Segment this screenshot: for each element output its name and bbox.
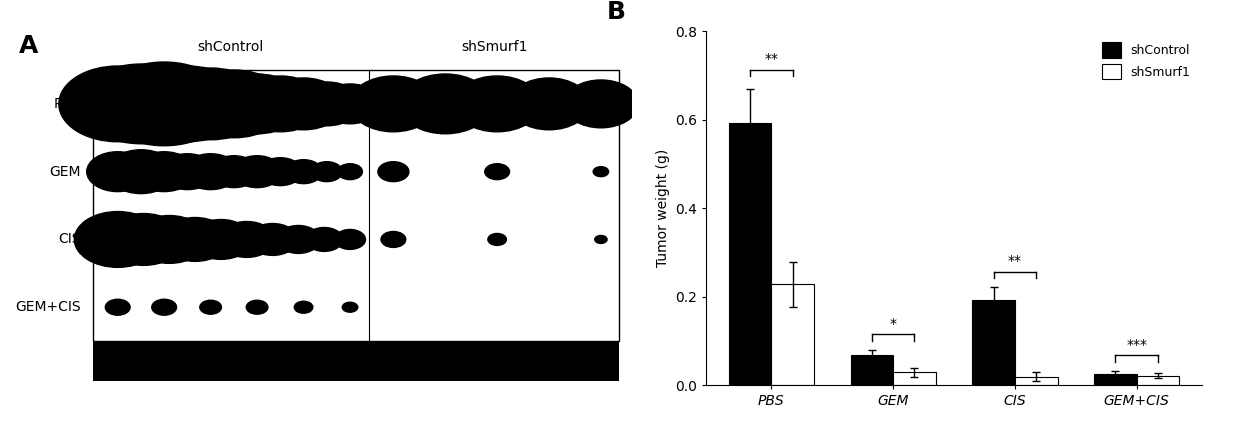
Y-axis label: Tumor weight (g): Tumor weight (g) <box>655 149 669 267</box>
Circle shape <box>99 62 229 146</box>
Circle shape <box>59 66 176 142</box>
Circle shape <box>209 156 259 188</box>
Text: shSmurf1: shSmurf1 <box>461 40 528 54</box>
Circle shape <box>105 299 130 315</box>
Circle shape <box>484 164 509 180</box>
Circle shape <box>160 154 216 190</box>
Circle shape <box>337 164 362 180</box>
Circle shape <box>509 78 590 130</box>
Circle shape <box>129 66 247 142</box>
Circle shape <box>232 156 281 188</box>
Text: B: B <box>607 0 626 24</box>
Circle shape <box>453 76 540 132</box>
Bar <box>850 355 893 385</box>
Bar <box>973 300 1015 385</box>
Circle shape <box>190 219 252 259</box>
Circle shape <box>335 229 366 249</box>
Circle shape <box>133 215 207 263</box>
Bar <box>893 372 935 385</box>
Text: **: ** <box>764 52 778 66</box>
Circle shape <box>79 64 203 144</box>
Text: GEM+CIS: GEM+CIS <box>15 300 81 314</box>
Bar <box>1015 377 1058 385</box>
Bar <box>93 341 619 381</box>
Circle shape <box>74 211 161 267</box>
Text: CIS: CIS <box>58 233 81 246</box>
Circle shape <box>155 68 266 140</box>
Circle shape <box>285 159 322 183</box>
Circle shape <box>263 78 343 130</box>
Circle shape <box>248 223 297 255</box>
Circle shape <box>181 70 286 138</box>
Circle shape <box>593 167 608 177</box>
Circle shape <box>342 302 358 312</box>
Text: ***: *** <box>1126 338 1147 352</box>
Circle shape <box>349 76 436 132</box>
Circle shape <box>399 74 492 134</box>
Bar <box>729 123 772 385</box>
Circle shape <box>378 162 409 182</box>
Bar <box>1136 376 1180 385</box>
Text: shControl: shControl <box>198 40 264 54</box>
Text: PBS: PBS <box>55 97 81 111</box>
Bar <box>772 284 814 385</box>
Bar <box>93 70 619 341</box>
Circle shape <box>276 225 320 253</box>
Circle shape <box>292 82 361 126</box>
Circle shape <box>259 158 302 186</box>
Text: **: ** <box>1007 254 1022 268</box>
Bar <box>1094 374 1136 385</box>
Circle shape <box>134 152 196 191</box>
Circle shape <box>161 218 229 261</box>
Circle shape <box>294 301 312 313</box>
Text: GEM: GEM <box>50 165 81 179</box>
Circle shape <box>237 76 323 132</box>
Circle shape <box>152 299 176 315</box>
Circle shape <box>311 162 342 182</box>
Circle shape <box>211 74 304 134</box>
Circle shape <box>488 233 507 245</box>
Circle shape <box>318 84 380 124</box>
Circle shape <box>87 152 149 191</box>
Text: A: A <box>19 34 38 58</box>
Circle shape <box>183 154 238 190</box>
Circle shape <box>247 300 268 314</box>
Circle shape <box>306 227 343 251</box>
Circle shape <box>199 300 222 314</box>
Circle shape <box>595 235 607 243</box>
Text: *: * <box>890 317 897 331</box>
Circle shape <box>107 150 175 194</box>
Circle shape <box>219 222 275 257</box>
Circle shape <box>564 80 638 128</box>
Circle shape <box>382 231 405 247</box>
Circle shape <box>103 214 183 265</box>
Legend: shControl, shSmurf1: shControl, shSmurf1 <box>1097 37 1196 84</box>
